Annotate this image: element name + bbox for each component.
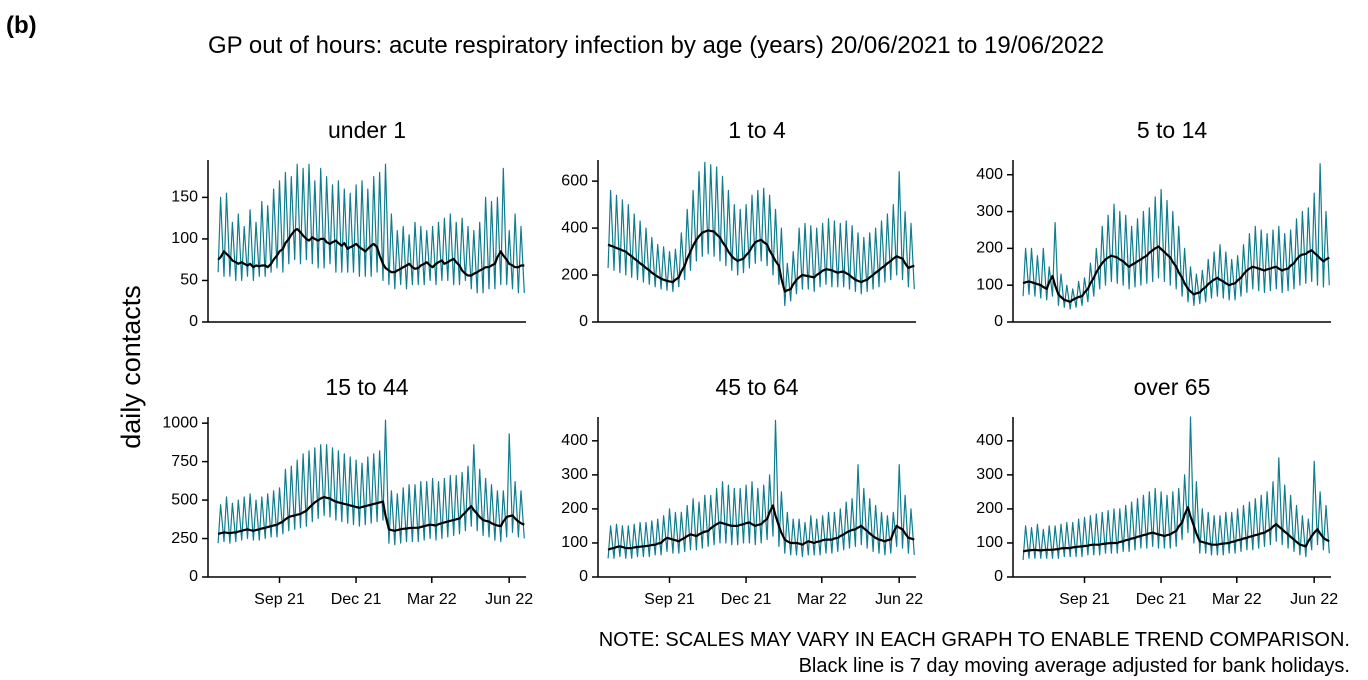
- daily-line: [1022, 416, 1330, 561]
- y-tick-label: 0: [579, 313, 588, 330]
- x-tick-label: Sep 21: [644, 591, 695, 608]
- y-tick-label: 0: [994, 568, 1003, 585]
- daily-line: [217, 163, 525, 294]
- note: NOTE: SCALES MAY VARY IN EACH GRAPH TO E…: [599, 629, 1350, 651]
- daily-line: [217, 419, 525, 546]
- y-tick-label: 1000: [162, 414, 198, 431]
- y-tick-label: 200: [976, 500, 1003, 517]
- y-axis-label: daily contacts: [116, 285, 146, 449]
- y-tick-label: 0: [189, 313, 198, 330]
- y-tick-label: 0: [994, 313, 1003, 330]
- average-line: [607, 229, 915, 293]
- y-tick-label: 200: [561, 266, 588, 283]
- y-tick-label: 200: [976, 240, 1003, 257]
- panel-title: under 1: [328, 117, 406, 143]
- daily-line: [607, 161, 915, 307]
- average-line: [1022, 506, 1330, 553]
- x-tick-label: Jun 22: [875, 591, 923, 608]
- y-tick-label: 600: [561, 172, 588, 189]
- x-tick-label: Sep 21: [1059, 591, 1110, 608]
- chart-title: GP out of hours: acute respiratory infec…: [208, 32, 1105, 59]
- y-tick-label: 400: [561, 219, 588, 236]
- y-tick-label: 300: [976, 466, 1003, 483]
- y-tick-label: 400: [976, 432, 1003, 449]
- y-tick-label: 100: [171, 230, 198, 247]
- y-tick-label: 100: [561, 534, 588, 551]
- note: Black line is 7 day moving average adjus…: [799, 655, 1350, 677]
- y-tick-label: 150: [171, 189, 198, 206]
- y-tick-label: 500: [171, 491, 198, 508]
- average-line: [1022, 245, 1330, 303]
- y-tick-label: 200: [561, 500, 588, 517]
- y-tick-label: 300: [976, 203, 1003, 220]
- y-tick-label: 100: [976, 276, 1003, 293]
- average-line: [607, 504, 915, 551]
- x-tick-label: Dec 21: [1136, 591, 1187, 608]
- x-tick-label: Dec 21: [331, 591, 382, 608]
- daily-line: [1022, 163, 1330, 310]
- y-tick-label: 0: [189, 568, 198, 585]
- panel-label: (b): [6, 12, 37, 39]
- average-line: [217, 227, 525, 277]
- panel-title: 15 to 44: [325, 374, 408, 400]
- x-tick-label: Mar 22: [1212, 591, 1262, 608]
- x-tick-label: Jun 22: [485, 591, 533, 608]
- x-tick-label: Mar 22: [797, 591, 847, 608]
- panel-title: 45 to 64: [715, 374, 798, 400]
- panel-title: 1 to 4: [728, 117, 786, 143]
- panel-title: over 65: [1134, 374, 1211, 400]
- y-tick-label: 750: [171, 453, 198, 470]
- y-tick-label: 300: [561, 466, 588, 483]
- x-tick-label: Mar 22: [407, 591, 457, 608]
- x-tick-label: Jun 22: [1290, 591, 1338, 608]
- x-tick-label: Sep 21: [254, 591, 305, 608]
- x-tick-label: Dec 21: [721, 591, 772, 608]
- panel-title: 5 to 14: [1137, 117, 1208, 143]
- daily-line: [607, 419, 915, 559]
- y-tick-label: 100: [976, 534, 1003, 551]
- average-line: [217, 495, 525, 535]
- y-tick-label: 400: [561, 432, 588, 449]
- y-tick-label: 250: [171, 530, 198, 547]
- y-tick-label: 0: [579, 568, 588, 585]
- y-tick-label: 50: [180, 272, 198, 289]
- y-tick-label: 400: [976, 166, 1003, 183]
